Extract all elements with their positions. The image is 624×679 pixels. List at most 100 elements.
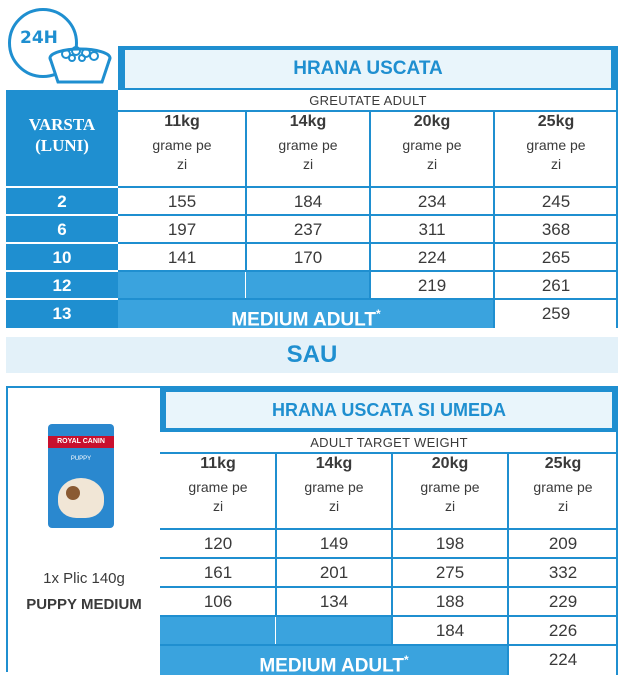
weight-column-1: 14kg bbox=[289, 113, 327, 130]
unit-line-2: zi bbox=[328, 498, 340, 514]
unit-line-2: zi bbox=[444, 498, 456, 514]
column-divider bbox=[275, 454, 277, 530]
adult-target-weight-subheader: ADULT TARGET WEIGHT bbox=[310, 435, 468, 450]
unit-label-0: grame pe zi bbox=[160, 478, 276, 522]
empty-cell-fill bbox=[276, 617, 391, 644]
unit-line-2: zi bbox=[426, 156, 438, 172]
row-divider bbox=[118, 186, 618, 188]
clock-area: 24H bbox=[6, 6, 118, 90]
age-title-line-2: (LUNI) bbox=[35, 136, 89, 155]
row-divider bbox=[118, 242, 618, 244]
unit-line-1: grame pe bbox=[152, 137, 212, 153]
table-cell: 198 bbox=[435, 534, 465, 553]
row-divider bbox=[160, 644, 618, 646]
table-cell: 141 bbox=[167, 248, 197, 267]
table-cell: 134 bbox=[319, 592, 349, 611]
medium-adult-fill bbox=[118, 300, 493, 328]
table-cell: 332 bbox=[548, 563, 578, 582]
dry-wet-food-title: HRANA USCATA SI UMEDA bbox=[166, 392, 612, 428]
adult-weight-subheader: GREUTATE ADULT bbox=[309, 93, 427, 108]
medium-adult-text: MEDIUM ADULT bbox=[231, 309, 376, 331]
food-bowl-icon bbox=[48, 46, 112, 84]
unit-label-2: grame pe zi bbox=[370, 136, 494, 180]
unit-line-1: grame pe bbox=[188, 479, 248, 495]
table-cell: 275 bbox=[435, 563, 465, 582]
weight-column-3: 25kg bbox=[544, 455, 582, 472]
unit-line-2: zi bbox=[557, 498, 569, 514]
dry-food-title: HRANA USCATA bbox=[125, 50, 611, 88]
pouch-product-name: PUPPY MEDIUM bbox=[26, 596, 142, 613]
badge-24h: 24H bbox=[20, 28, 58, 48]
table-cell: 311 bbox=[418, 220, 446, 239]
table-cell: 265 bbox=[541, 248, 571, 267]
dry-wet-food-table: ROYAL CANIN PUPPY 1x Plic 140g PUPPY MED… bbox=[6, 386, 618, 676]
unit-label-3: grame pe zi bbox=[494, 136, 618, 180]
table-cell: 184 bbox=[435, 621, 465, 640]
age-row-divider bbox=[6, 270, 118, 272]
row-divider bbox=[160, 557, 618, 559]
empty-cell-fill bbox=[118, 272, 245, 298]
table-cell: 234 bbox=[417, 192, 447, 211]
row-divider bbox=[160, 586, 618, 588]
column-divider bbox=[245, 112, 247, 188]
unit-label-2: grame pe zi bbox=[392, 478, 508, 522]
unit-line-1: grame pe bbox=[402, 137, 462, 153]
dry-food-grid: GREUTATE ADULT 11kg grame pe zi 14kg grame p… bbox=[118, 90, 618, 331]
medium-adult-text: MEDIUM ADULT bbox=[259, 655, 404, 677]
table-cell: 201 bbox=[319, 563, 349, 582]
pouch-image: ROYAL CANIN PUPPY bbox=[48, 424, 114, 528]
unit-line-2: zi bbox=[176, 156, 188, 172]
column-divider bbox=[369, 112, 371, 188]
weight-column-0: 11kg bbox=[200, 455, 236, 472]
age-row-divider bbox=[6, 298, 118, 300]
unit-line-1: grame pe bbox=[533, 479, 593, 495]
table-cell: 106 bbox=[203, 592, 233, 611]
dry-wet-food-header: HRANA USCATA SI UMEDA bbox=[160, 388, 618, 432]
table-cell: 219 bbox=[417, 276, 447, 295]
age-row-label: 13 bbox=[52, 304, 72, 323]
age-row-divider bbox=[6, 186, 118, 188]
table-cell: 161 bbox=[203, 563, 233, 582]
puppy-ear bbox=[66, 486, 80, 500]
subheader-divider bbox=[118, 110, 618, 112]
column-divider bbox=[493, 112, 495, 188]
row-divider bbox=[118, 214, 618, 216]
table-cell: 226 bbox=[548, 621, 578, 640]
column-divider bbox=[245, 188, 247, 272]
grid-right-border bbox=[616, 90, 618, 328]
unit-line-1: grame pe bbox=[304, 479, 364, 495]
dry-food-header: HRANA USCATA bbox=[118, 46, 618, 90]
age-row-label: 10 bbox=[52, 248, 72, 267]
dry-food-table: 24H VARSTA (LUNI) HRANA USCATA GREUTATE … bbox=[6, 6, 618, 331]
weight-column-2: 20kg bbox=[431, 455, 469, 472]
empty-cell-fill bbox=[246, 272, 369, 298]
medium-adult-footnote-mark: * bbox=[375, 307, 381, 321]
unit-label-1: grame pe zi bbox=[246, 136, 370, 180]
table-cell: 368 bbox=[541, 220, 571, 239]
column-divider bbox=[391, 454, 393, 530]
medium-adult-footnote-mark: * bbox=[403, 653, 409, 667]
column-divider bbox=[507, 454, 509, 530]
age-title-line-1: VARSTA bbox=[28, 115, 96, 134]
table-cell: 224 bbox=[417, 248, 447, 267]
age-title: VARSTA (LUNI) bbox=[6, 114, 118, 156]
unit-line-1: grame pe bbox=[420, 479, 480, 495]
table-cell: 224 bbox=[548, 650, 578, 669]
table-cell: 197 bbox=[167, 220, 197, 239]
column-divider bbox=[369, 188, 371, 300]
age-row-label: 2 bbox=[57, 192, 67, 211]
table-cell: 155 bbox=[167, 192, 197, 211]
subheader-divider bbox=[160, 452, 618, 454]
pouch-column: ROYAL CANIN PUPPY 1x Plic 140g PUPPY MED… bbox=[8, 388, 160, 672]
dry-wet-food-grid: ADULT TARGET WEIGHT 11kg grame pe zi 14kg gr… bbox=[160, 432, 618, 676]
row-divider bbox=[160, 615, 618, 617]
pouch-variant: PUPPY bbox=[70, 456, 92, 462]
table-cell: 237 bbox=[293, 220, 323, 239]
table-cell: 209 bbox=[548, 534, 578, 553]
table-cell: 261 bbox=[541, 276, 571, 295]
pouch-quantity: 1x Plic 140g bbox=[43, 570, 125, 587]
weight-column-3: 25kg bbox=[537, 113, 575, 130]
row-divider bbox=[118, 298, 618, 300]
table-cell: 188 bbox=[435, 592, 465, 611]
table-cell: 229 bbox=[548, 592, 578, 611]
